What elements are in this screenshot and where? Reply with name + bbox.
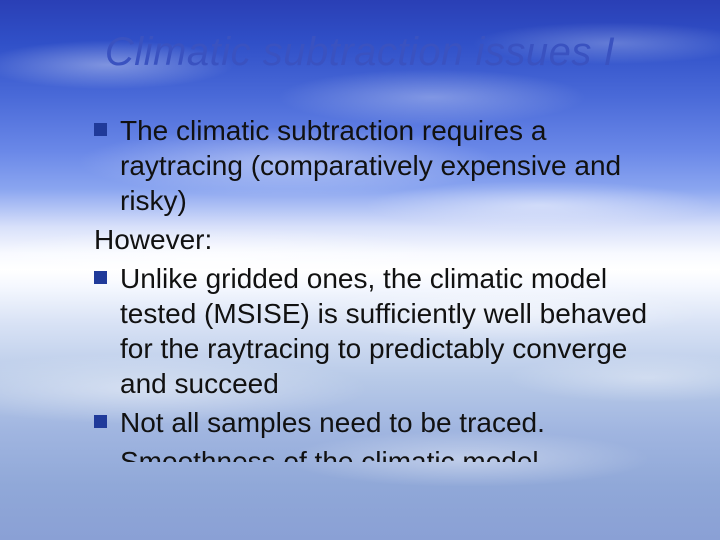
bullet-text: Unlike gridded ones, the climatic model … [120, 261, 660, 401]
bullet-item: Unlike gridded ones, the climatic model … [94, 261, 660, 401]
bullet-item: Not all samples need to be traced. [94, 405, 660, 440]
slide-title: Climatic subtraction issues I [60, 30, 660, 75]
square-bullet-icon [94, 123, 107, 136]
square-bullet-icon [94, 271, 107, 284]
bullet-text: Not all samples need to be traced. [120, 405, 545, 440]
slide-container: Climatic subtraction issues I The climat… [0, 0, 720, 540]
slide-body: The climatic subtraction requires a rayt… [60, 113, 660, 462]
cutoff-line: Smoothness of the climatic model [120, 444, 660, 462]
bullet-text: The climatic subtraction requires a rayt… [120, 113, 660, 218]
plain-line: However: [94, 222, 660, 257]
square-bullet-icon [94, 415, 107, 428]
bullet-item: The climatic subtraction requires a rayt… [94, 113, 660, 218]
